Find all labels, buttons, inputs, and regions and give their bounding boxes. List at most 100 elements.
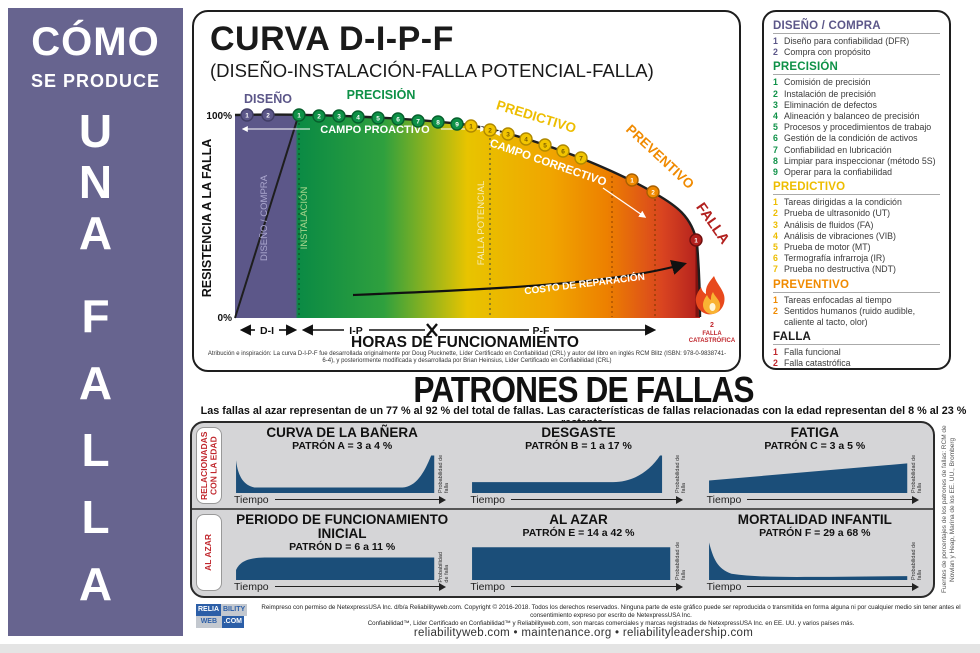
- legend-item: 1 Tareas dirigidas a la condición: [773, 197, 940, 208]
- task-point-number: 4: [356, 114, 360, 121]
- legend-item-text: Análisis de vibraciones (VIB): [784, 230, 896, 241]
- pattern-cell: FATIGA PATRÓN C = 3 a 5 % Probabilidad de …: [697, 423, 933, 508]
- legend-item: 5 Procesos y procedimientos de trabajo: [773, 122, 940, 133]
- logo-bility: BILITY: [221, 604, 248, 616]
- prob-axis-label: Probabilidad de falla: [910, 454, 923, 493]
- task-point-predictivo: [483, 123, 497, 137]
- row-label-random-text: AL AZAR: [203, 534, 214, 571]
- reliabilityweb-logo: RELIA BILITY WEB .COM: [196, 604, 248, 628]
- region-label-diseno-compra: DISEÑO / COMPRA: [259, 174, 270, 261]
- legend-item-number: 9: [773, 167, 778, 178]
- legend-item: 3 Análisis de fluidos (FA): [773, 220, 940, 231]
- legend-item-text: Tareas enfocadas al tiempo: [784, 294, 892, 305]
- task-point-number: 1: [694, 237, 698, 244]
- x-segment-pf: P-F: [533, 325, 551, 337]
- pattern-cell: PERIODO DE FUNCIONAMIENTO INICIAL PATRÓN …: [224, 510, 460, 595]
- legend-section-title: PREDICTIVO: [773, 181, 846, 194]
- prob-axis-label: Probabilidad de falla: [674, 541, 687, 580]
- patterns-row-age: RELACIONADAS CON LA EDAD CURVA DE LA BAÑ…: [192, 423, 933, 510]
- sidebar-title-line1: CÓMO: [31, 20, 160, 64]
- sidebar-letter: F: [81, 290, 110, 342]
- legend-sections: DISEÑO / COMPRA 1 Diseño para confiabilida…: [773, 20, 940, 370]
- task-point-precision: [411, 114, 425, 128]
- tiempo-arrow: [510, 583, 683, 590]
- pattern-range: PATRÓN E = 14 a 42 %: [522, 527, 635, 539]
- legend-item-number: 1: [773, 36, 778, 46]
- flame-icon: [695, 276, 725, 315]
- sidebar-title-line2: SE PRODUCE: [30, 71, 161, 91]
- legend-item: 7 Prueba no destructiva (NDT): [773, 264, 940, 275]
- legend-item: 1 Diseño para confiabilidad (DFR): [773, 36, 940, 47]
- sidebar-letter: A: [78, 558, 113, 610]
- legend-item: 9 Operar para la confiabilidad: [773, 167, 940, 178]
- task-point-precision: [312, 109, 326, 123]
- legend-item-text: Diseño para confiabilidad (DFR): [784, 36, 910, 46]
- task-point-predictivo: [574, 151, 588, 165]
- legend-item-text: Comisión de precisión: [784, 77, 871, 88]
- pattern-title: DESGASTE: [541, 425, 616, 440]
- task-point-number: 1: [469, 123, 473, 130]
- pattern-title: PERIODO DE FUNCIONAMIENTO INICIAL: [236, 512, 449, 541]
- legend-item-text: Falla funcional: [784, 347, 841, 358]
- row-label-age-text: RELACIONADAS CON LA EDAD: [198, 431, 219, 500]
- legend-section: FALLA 1 Falla funcional 2 Falla catastrófica: [773, 331, 940, 369]
- task-point-diseno: [240, 108, 254, 122]
- task-point-predictivo: [464, 119, 478, 133]
- task-point-number: 3: [337, 113, 341, 120]
- prob-axis-label: Probabilidad de falla: [438, 454, 451, 493]
- tiempo-axis: Tiempo: [234, 580, 450, 593]
- task-point-precision: [332, 109, 346, 123]
- pattern-chart: Probabilidad de falla: [707, 541, 923, 580]
- region-label-falla-potencial: FALLA POTENCIAL: [476, 181, 487, 265]
- legend-item-text: Confiabilidad en lubricación: [784, 144, 892, 155]
- legend-item-number: 1: [773, 294, 778, 305]
- legend-item: 3 Eliminación de defectos: [773, 100, 940, 111]
- falla-catastrofica-number: 2: [710, 322, 714, 329]
- task-point-number: 9: [455, 121, 459, 128]
- sidebar-letter: N: [78, 156, 113, 208]
- pattern-cell: AL AZAR PATRÓN E = 14 a 42 % Probabilidad …: [460, 510, 696, 595]
- task-point-number: 5: [543, 142, 547, 149]
- task-point-predictivo: [538, 138, 552, 152]
- legend-item-text: Prueba no destructiva (NDT): [784, 264, 896, 275]
- legend-item-text: Tareas dirigidas a la condición: [784, 197, 902, 208]
- design-install-diagonal: [234, 116, 299, 319]
- task-point-number: 2: [266, 112, 270, 119]
- legend-item-number: 6: [773, 253, 778, 264]
- tiempo-arrow: [274, 496, 447, 503]
- x-segment-di: D-I: [260, 325, 274, 337]
- tiempo-label: Tiempo: [234, 580, 269, 593]
- task-point-diseno: [261, 108, 275, 122]
- pattern-chart: Probabilidad de falla: [470, 541, 687, 580]
- stage-label-diseno: DISEÑO: [244, 91, 292, 106]
- legend-item-number: 4: [773, 111, 778, 122]
- task-point-precision: [450, 117, 464, 131]
- prob-axis-label: Probabilidad de falla: [438, 552, 451, 583]
- task-point-number: 3: [506, 131, 510, 138]
- task-point-number: 5: [376, 115, 380, 122]
- task-point-number: 1: [245, 112, 249, 119]
- legend-item-number: 2: [773, 358, 778, 369]
- task-point-number: 6: [561, 148, 565, 155]
- legend-item-number: 7: [773, 144, 778, 155]
- legend-section-title: PRECISIÓN: [773, 61, 839, 74]
- logo-com: .COM: [221, 616, 244, 628]
- legend-item: 1 Falla funcional: [773, 347, 940, 358]
- legend-item-number: 6: [773, 133, 778, 144]
- divider: [773, 194, 940, 196]
- tiempo-label: Tiempo: [234, 493, 269, 506]
- x-segment-ip: I-P: [349, 325, 362, 337]
- task-point-number: 6: [396, 116, 400, 123]
- legend-item-text: Prueba de ultrasonido (UT): [784, 208, 891, 219]
- tiempo-arrow: [747, 496, 919, 503]
- prob-axis-label: Probabilidad de falla: [910, 541, 923, 580]
- pattern-range: PATRÓN D = 6 a 11 %: [289, 541, 396, 553]
- attribution-note: Atribución e inspiración: La curva D-I-P…: [207, 351, 727, 364]
- pattern-title: AL AZAR: [549, 512, 608, 527]
- page-title: CURVA D-I-P-F: [210, 20, 454, 58]
- legend-item: 7 Confiabilidad en lubricación: [773, 145, 940, 156]
- legend-item-number: 8: [773, 155, 778, 166]
- task-point-predictivo: [519, 132, 533, 146]
